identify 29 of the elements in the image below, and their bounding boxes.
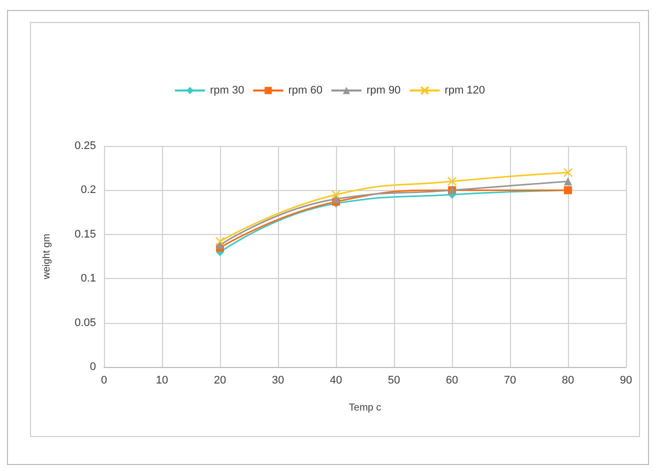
x-tick-label: 60 [446,374,458,386]
x-tick-label: 10 [156,374,168,386]
x-axis-title: Temp c [348,402,382,414]
legend-label: rpm 90 [366,84,401,96]
x-tick-label: 40 [330,374,342,386]
x-tick-label: 90 [620,374,632,386]
y-tick-label: 0.15 [74,228,96,240]
point [564,177,572,186]
x-tick-label: 20 [214,374,226,386]
legend-label: rpm 30 [210,84,244,96]
x-tick-label: 80 [562,374,574,386]
point [216,241,224,250]
y-tick-label: 0.05 [74,316,96,329]
legend-label: rpm 120 [444,84,486,96]
x-tick-label: 70 [504,374,516,386]
y-tick-label: 0 [90,361,96,373]
y-axis-title: weight gm [42,234,52,280]
x-tick-label: 50 [388,374,400,386]
y-tick-label: 0.2 [80,184,96,196]
y-tick-label: 0.1 [80,272,96,285]
x-tick-label: 30 [272,374,284,386]
x-tick-label: 0 [100,374,108,386]
legend-label: rpm 60 [288,84,322,96]
point [563,168,573,178]
point [447,176,457,186]
point [331,190,341,200]
point [332,195,340,204]
point [215,236,225,246]
y-tick-label: 0.25 [74,140,96,152]
